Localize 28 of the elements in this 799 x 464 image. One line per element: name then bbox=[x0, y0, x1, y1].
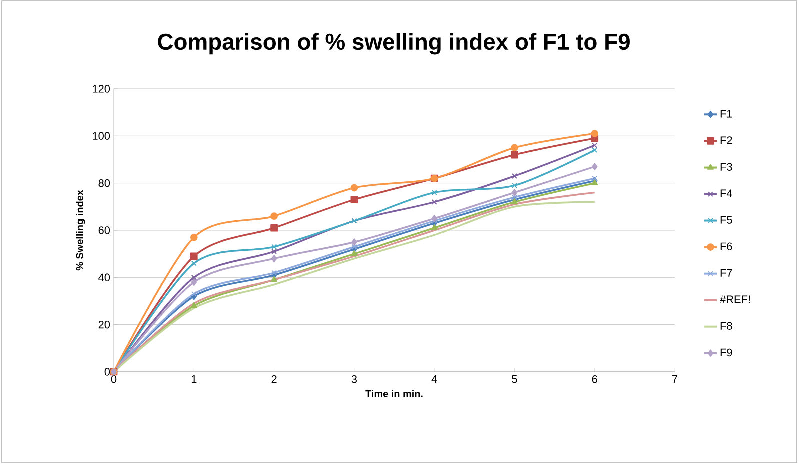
x-axis-title: Time in min. bbox=[366, 390, 423, 398]
x-tick-label: 3 bbox=[352, 376, 357, 384]
chart-title: Comparison of % swelling index of F1 to F9 bbox=[158, 33, 630, 55]
legend-label: F6 bbox=[720, 242, 732, 250]
legend-label: #REF! bbox=[720, 296, 750, 304]
legend-label: F4 bbox=[720, 190, 732, 198]
legend-label: F5 bbox=[720, 216, 732, 224]
y-tick-label: 100 bbox=[93, 132, 110, 140]
y-tick-label: 0 bbox=[104, 368, 110, 376]
legend-label: F7 bbox=[720, 269, 732, 277]
y-axis-title: % Swelling index bbox=[76, 190, 86, 271]
legend-label: F2 bbox=[720, 136, 732, 144]
x-tick-label: 1 bbox=[192, 376, 197, 384]
x-tick-label: 4 bbox=[432, 376, 438, 384]
x-tick-label: 2 bbox=[272, 376, 277, 384]
y-tick-label: 60 bbox=[98, 226, 110, 234]
legend-label: F9 bbox=[720, 348, 732, 357]
x-tick-label: 5 bbox=[512, 376, 518, 384]
x-tick-label: 0 bbox=[111, 376, 117, 384]
x-tick-label: 7 bbox=[672, 376, 678, 384]
x-tick-label: 6 bbox=[592, 376, 598, 384]
y-tick-label: 80 bbox=[98, 179, 110, 188]
y-tick-label: 120 bbox=[93, 85, 110, 93]
legend-label: F8 bbox=[720, 322, 732, 330]
legend-label: F1 bbox=[720, 110, 732, 118]
y-tick-label: 40 bbox=[98, 274, 110, 282]
legend-label: F3 bbox=[720, 163, 732, 171]
y-tick-label: 20 bbox=[98, 320, 110, 329]
